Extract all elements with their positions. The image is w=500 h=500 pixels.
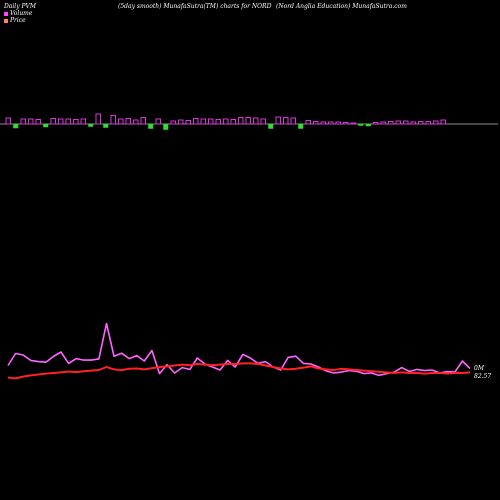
legend-volume: Volume [4,10,32,17]
volume-bar [380,121,386,125]
volume-bar [193,118,199,125]
volume-bar [185,120,191,125]
volume-bar [208,118,214,125]
price-line [7,362,471,380]
volume-bar [140,117,146,125]
volume-bar [245,117,251,125]
volume-bar-down [365,123,371,127]
annotation-price-value: 82.57 [474,373,491,380]
volume-bar [155,118,161,125]
volume-bar [283,117,289,125]
volume-bar [373,122,379,125]
volume-bar [223,118,229,125]
volume-bar-down [298,123,304,129]
volume-bar [58,118,64,125]
volume-bar [440,119,446,125]
volume-bar [328,121,334,125]
volume-bar-down [268,123,274,129]
volume-bar [118,118,124,125]
legend-volume-swatch [4,11,8,16]
volume-bar [320,121,326,125]
volume-bar-down [43,123,49,128]
volume-bar [5,117,11,125]
volume-bar [253,117,259,125]
volume-bar [35,119,41,125]
volume-bar [290,117,296,125]
volume-bar-down [148,123,154,129]
volume-bar [133,119,139,125]
volume-bar [28,118,34,125]
volume-bar-down [88,123,94,127]
volume-bar-down [13,123,19,129]
volume-bar [125,118,131,125]
volume-bar [275,116,281,125]
legend-price: Price [4,17,26,24]
volume-bar-down [358,123,364,126]
volume-bar [170,120,176,125]
volume-bar-down [103,123,109,128]
legend-price-swatch [4,18,8,23]
chart-title-middle: (5day smooth) MunafaSutra(TM) charts for… [118,3,272,10]
volume-bar [260,118,266,125]
volume-bar [95,113,101,125]
legend-price-label: Price [10,17,26,24]
volume-bar [335,121,341,125]
volume-line [7,322,471,377]
legend-volume-label: Volume [10,10,33,17]
volume-bar [73,119,79,125]
volume-bar [80,118,86,125]
chart-title-right: (Nord Anglia Education) MunafaSutra.com [276,3,407,10]
volume-bar [20,118,26,125]
volume-bar [350,122,356,125]
volume-bar [65,118,71,125]
volume-bar [110,115,116,125]
volume-bar [230,119,236,125]
volume-bar [395,120,401,125]
volume-bar [425,121,431,125]
volume-bar [388,121,394,125]
volume-bar [200,118,206,125]
volume-bar [433,120,439,125]
annotation-volume-value: 0M [474,365,485,372]
volume-bar [305,120,311,125]
volume-bar [50,118,56,125]
volume-bar [410,121,416,125]
volume-bar [178,119,184,125]
volume-bar [403,120,409,125]
volume-bar [418,121,424,125]
volume-bar [238,117,244,125]
volume-bar [313,121,319,125]
volume-bar [215,119,221,125]
chart-title-left: Daily PVM [4,3,37,10]
volume-bar-down [163,123,169,130]
volume-bar [343,122,349,125]
